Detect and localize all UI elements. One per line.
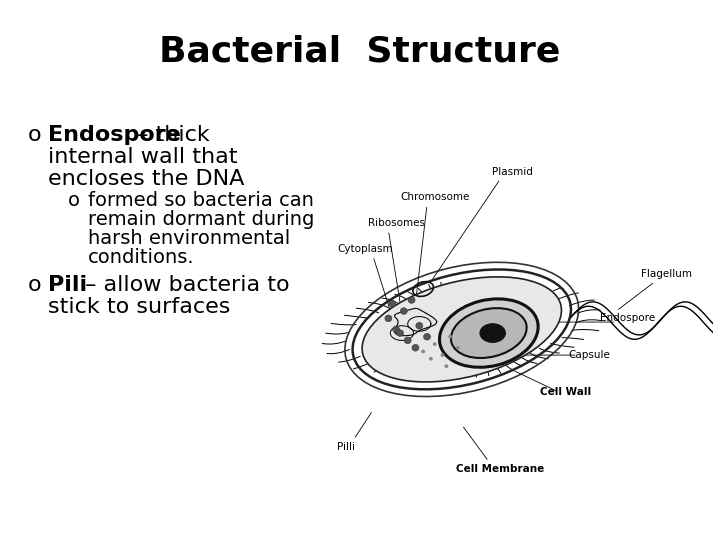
Text: formed so bacteria can: formed so bacteria can [88, 191, 314, 210]
Text: Pili: Pili [48, 275, 87, 295]
Circle shape [456, 346, 460, 349]
Circle shape [449, 335, 452, 339]
Text: o: o [68, 191, 80, 210]
Ellipse shape [451, 308, 526, 358]
Circle shape [404, 337, 411, 344]
Text: Endospore: Endospore [600, 313, 655, 323]
Text: Capsule: Capsule [568, 350, 610, 360]
Circle shape [392, 326, 400, 333]
Circle shape [441, 353, 444, 357]
Text: – allow bacteria to: – allow bacteria to [78, 275, 289, 295]
Text: internal wall that: internal wall that [48, 147, 238, 167]
Text: remain dormant during: remain dormant during [88, 210, 315, 229]
Circle shape [433, 342, 437, 346]
Text: Ribosomes: Ribosomes [368, 218, 425, 228]
Circle shape [389, 300, 396, 307]
Text: conditions.: conditions. [88, 248, 194, 267]
Circle shape [408, 296, 415, 303]
Text: Plasmid: Plasmid [492, 166, 532, 177]
Text: stick to surfaces: stick to surfaces [48, 297, 230, 317]
Ellipse shape [439, 299, 538, 367]
Text: Bacterial  Structure: Bacterial Structure [159, 35, 561, 69]
Text: – thick: – thick [130, 125, 210, 145]
Circle shape [397, 330, 403, 336]
Text: Cell Wall: Cell Wall [541, 387, 592, 397]
Text: o: o [28, 125, 42, 145]
Text: Pilli: Pilli [337, 442, 355, 452]
Ellipse shape [480, 324, 505, 342]
Circle shape [412, 345, 419, 351]
Circle shape [400, 308, 408, 314]
Circle shape [385, 315, 392, 322]
Circle shape [444, 364, 449, 368]
Text: Cell Membrane: Cell Membrane [456, 464, 544, 474]
Circle shape [423, 333, 431, 340]
Text: encloses the DNA: encloses the DNA [48, 169, 244, 189]
Circle shape [416, 322, 423, 329]
Text: Chromosome: Chromosome [400, 192, 469, 202]
Text: Flagellum: Flagellum [641, 269, 692, 279]
Circle shape [421, 349, 425, 353]
Text: o: o [28, 275, 42, 295]
Text: harsh environmental: harsh environmental [88, 229, 290, 248]
Text: Cytoplasm: Cytoplasm [338, 244, 393, 254]
Circle shape [429, 357, 433, 361]
Text: Endospore: Endospore [48, 125, 181, 145]
Ellipse shape [362, 277, 562, 382]
